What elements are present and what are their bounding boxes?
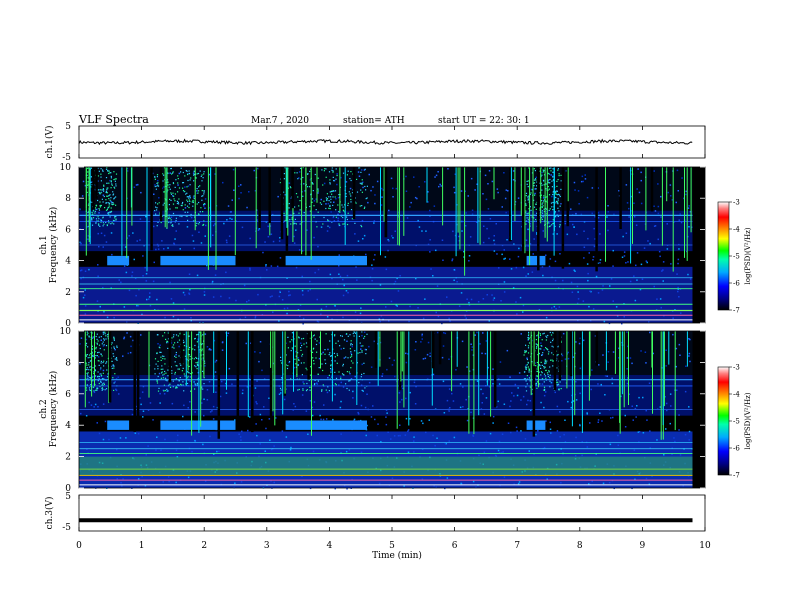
spec2-ytick-label: 8 [65, 358, 71, 368]
ch3-voltage-frame [78, 494, 706, 532]
time-axis-tick-label: 1 [139, 541, 145, 551]
ch1-spectrogram-ylabel-channel: ch.1 [39, 235, 49, 254]
start-time-label: start UT = 22: 30: 1 [438, 116, 530, 126]
spec1-ytick-label: 0 [65, 319, 71, 329]
spec1-ytick-label: 10 [60, 163, 72, 173]
ch1-spectrogram-frame [78, 166, 706, 324]
time-axis-tick-label: 3 [264, 541, 270, 551]
figure-title: VLF Spectra [78, 113, 149, 126]
ch1-spectrogram-ylabel-frequency: Frequency (kHz) [48, 207, 59, 284]
ch3-ytick-bottom: -5 [62, 523, 71, 533]
spec2-ytick-label: 6 [65, 390, 71, 400]
date-label: Mar.7 , 2020 [251, 116, 309, 126]
time-axis-label: Time (min) [372, 550, 422, 561]
station-label: station= ATH [343, 116, 405, 126]
cb2-ticks-label: -5 [733, 418, 740, 426]
ch2-spectrogram-ylabel-frequency: Frequency (kHz) [48, 371, 59, 448]
time-axis-tick-label: 10 [699, 541, 711, 551]
ch1-spectrogram-panel: 0 2 4 6 8 10 ch.1 Frequency (kHz) [39, 163, 706, 329]
spec2-ytick-label: 2 [65, 453, 71, 463]
ch1-voltage-ylabel: ch.1(V) [44, 126, 55, 159]
ch1-ytick-bottom: -5 [62, 153, 71, 163]
time-axis-tick-label: 5 [389, 541, 395, 551]
ch2-spectrogram-ylabel-channel: ch.2 [39, 399, 49, 418]
ch1-colorbar-scale [717, 201, 730, 311]
ch2-spectrogram-image [79, 331, 705, 490]
time-axis: 0 1 2 3 4 5 6 7 8 9 10 [76, 126, 711, 551]
cb2-ticks-label: -3 [733, 364, 740, 372]
cb1-ticks-label: -7 [733, 307, 740, 315]
cb1-ticks-label: -4 [733, 226, 740, 234]
spec2-ytick-label: 0 [65, 484, 71, 494]
time-axis-tick-label: 9 [640, 541, 646, 551]
spec1-ytick-label: 6 [65, 225, 71, 235]
spec1-ytick-label: 2 [65, 288, 71, 298]
cb1-ticks-label: -3 [733, 199, 740, 207]
spec1-ytick-label: 4 [65, 257, 71, 267]
ch1-voltage-trace [78, 138, 693, 146]
ch1-colorbar-label: log(PSD)(V²/Hz) [744, 227, 752, 284]
ch2-colorbar: -3 -4 -5 -6 -7 log(PSD)(V²/Hz) [717, 364, 752, 480]
ch2-colorbar-scale [717, 366, 730, 476]
time-axis-tick-label: 6 [452, 541, 458, 551]
ch1-ytick-top: 5 [65, 122, 71, 132]
time-axis-tick-label: 0 [76, 541, 82, 551]
cb1-ticks-label: -6 [733, 280, 740, 288]
ch3-voltage-panel: 5 -5 ch.3(V) [44, 492, 706, 533]
spec2-ytick-label: 10 [60, 327, 72, 337]
ch2-spectrogram-frame [78, 330, 706, 489]
ch2-spectrogram-panel: 0 2 4 6 8 10 ch.2 Frequency (kHz) [39, 327, 706, 494]
cb1-ticks-label: -5 [733, 253, 740, 261]
time-axis-tick-label: 2 [201, 541, 207, 551]
ch3-voltage-ylabel: ch.3(V) [44, 497, 55, 530]
time-axis-tick-label: 7 [514, 541, 520, 551]
ch2-colorbar-label: log(PSD)(V²/Hz) [744, 392, 752, 449]
spec2-ytick-label: 4 [65, 421, 71, 431]
ch1-voltage-panel: 5 -5 ch.1(V) [44, 122, 706, 163]
cb2-ticks-label: -6 [733, 445, 740, 453]
ch1-spectrogram-image [79, 167, 705, 325]
ch1-colorbar: -3 -4 -5 -6 -7 log(PSD)(V²/Hz) [717, 199, 752, 315]
ch3-ytick-top: 5 [65, 492, 71, 502]
spec1-ytick-label: 8 [65, 194, 71, 204]
cb2-ticks-label: -4 [733, 391, 740, 399]
time-axis-tick-label: 8 [577, 541, 583, 551]
cb2-ticks-label: -7 [733, 472, 740, 480]
time-axis-tick-label: 4 [327, 541, 333, 551]
